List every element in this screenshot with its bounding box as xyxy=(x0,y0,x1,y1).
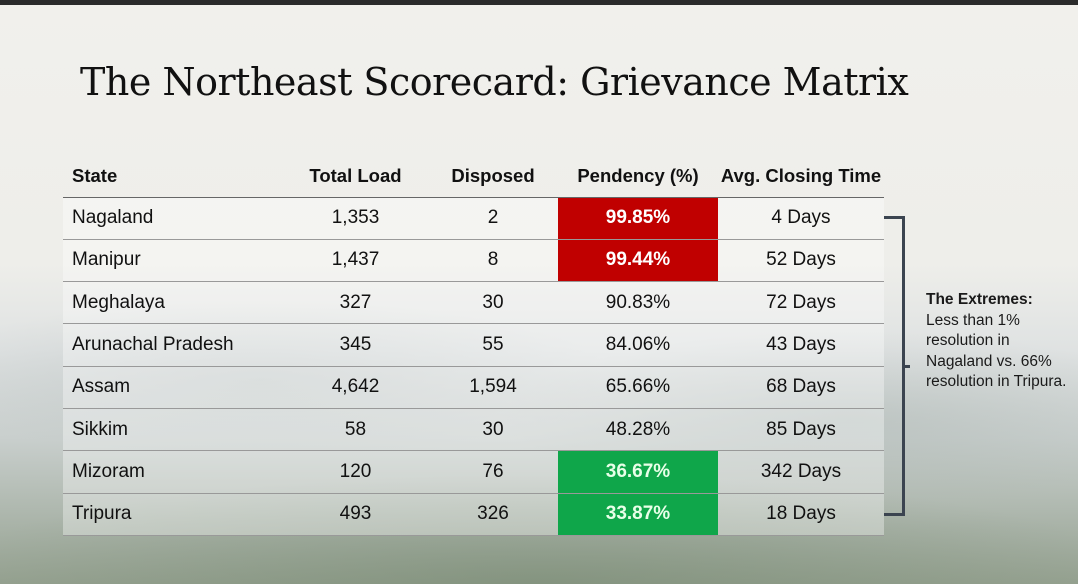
column-header: Avg. Closing Time xyxy=(718,156,884,198)
column-header: Total Load xyxy=(283,156,428,198)
table-row: Mizoram 120 76 36.67% 342 Days xyxy=(63,450,884,494)
pendency-cell: 36.67% xyxy=(558,450,718,494)
table-row: Sikkim 58 30 48.28% 85 Days xyxy=(63,408,884,452)
disposed-cell: 8 xyxy=(428,239,558,283)
table-row: Meghalaya 327 30 90.83% 72 Days xyxy=(63,281,884,325)
pendency-cell: 84.06% xyxy=(558,323,718,367)
total-load-cell: 345 xyxy=(283,323,428,367)
state-cell: Tripura xyxy=(63,493,283,536)
total-load-cell: 58 xyxy=(283,408,428,452)
pendency-cell: 33.87% xyxy=(558,493,718,536)
disposed-cell: 76 xyxy=(428,450,558,494)
top-bar xyxy=(0,0,1078,5)
table-row: Manipur 1,437 8 99.44% 52 Days xyxy=(63,239,884,283)
pendency-cell: 99.44% xyxy=(558,239,718,283)
table-row: Nagaland 1,353 2 99.85% 4 Days xyxy=(63,197,884,240)
disposed-cell: 1,594 xyxy=(428,366,558,409)
column-header: State xyxy=(63,156,283,198)
state-cell: Mizoram xyxy=(63,450,283,494)
page-title: The Northeast Scorecard: Grievance Matri… xyxy=(80,60,909,104)
state-cell: Assam xyxy=(63,366,283,409)
state-cell: Nagaland xyxy=(63,197,283,240)
pendency-cell: 65.66% xyxy=(558,366,718,409)
closing-time-cell: 342 Days xyxy=(718,450,884,494)
state-cell: Manipur xyxy=(63,239,283,283)
table-header-row: State Total Load Disposed Pendency (%) A… xyxy=(63,156,884,198)
total-load-cell: 493 xyxy=(283,493,428,536)
column-header: Disposed xyxy=(428,156,558,198)
total-load-cell: 1,437 xyxy=(283,239,428,283)
total-load-cell: 120 xyxy=(283,450,428,494)
closing-time-cell: 52 Days xyxy=(718,239,884,283)
closing-time-cell: 68 Days xyxy=(718,366,884,409)
pendency-cell: 48.28% xyxy=(558,408,718,452)
disposed-cell: 326 xyxy=(428,493,558,536)
table-row: Tripura 493 326 33.87% 18 Days xyxy=(63,493,884,536)
annotation: The Extremes: Less than 1% resolution in… xyxy=(926,290,1072,393)
closing-time-cell: 4 Days xyxy=(718,197,884,240)
state-cell: Arunachal Pradesh xyxy=(63,323,283,367)
bracket-tick xyxy=(902,365,910,368)
disposed-cell: 2 xyxy=(428,197,558,240)
disposed-cell: 55 xyxy=(428,323,558,367)
pendency-cell: 90.83% xyxy=(558,281,718,325)
state-cell: Meghalaya xyxy=(63,281,283,325)
state-cell: Sikkim xyxy=(63,408,283,452)
column-header: Pendency (%) xyxy=(558,156,718,198)
closing-time-cell: 72 Days xyxy=(718,281,884,325)
total-load-cell: 1,353 xyxy=(283,197,428,240)
closing-time-cell: 43 Days xyxy=(718,323,884,367)
total-load-cell: 327 xyxy=(283,281,428,325)
disposed-cell: 30 xyxy=(428,408,558,452)
annotation-body: Less than 1% resolution in Nagaland vs. … xyxy=(926,311,1067,391)
grievance-table: State Total Load Disposed Pendency (%) A… xyxy=(63,156,884,536)
disposed-cell: 30 xyxy=(428,281,558,325)
annotation-heading: The Extremes: xyxy=(926,291,1033,308)
closing-time-cell: 85 Days xyxy=(718,408,884,452)
table-row: Assam 4,642 1,594 65.66% 68 Days xyxy=(63,366,884,409)
pendency-cell: 99.85% xyxy=(558,197,718,240)
closing-time-cell: 18 Days xyxy=(718,493,884,536)
table-row: Arunachal Pradesh 345 55 84.06% 43 Days xyxy=(63,323,884,367)
total-load-cell: 4,642 xyxy=(283,366,428,409)
